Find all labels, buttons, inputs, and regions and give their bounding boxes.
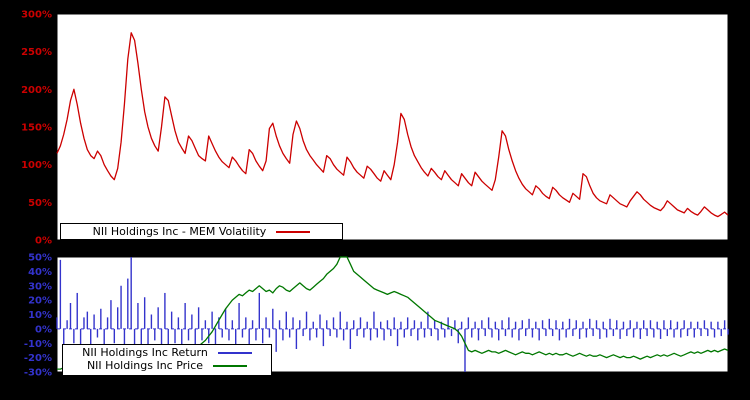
y-tick-label: 50% (28, 253, 52, 264)
y-tick-label: 50% (28, 198, 52, 209)
volatility-legend: NII Holdings Inc - MEM Volatility (60, 223, 343, 240)
volatility-plot-area (56, 13, 729, 241)
y-tick-label: -10% (24, 339, 52, 350)
y-tick-label: 300% (21, 10, 52, 21)
y-tick-label: 250% (21, 47, 52, 58)
y-tick-label: 200% (21, 85, 52, 96)
return-bars (56, 257, 729, 372)
price-legend-label: NII Holdings Inc Price (86, 359, 204, 372)
y-tick-label: 150% (21, 123, 52, 134)
price-legend-line-sample (213, 364, 248, 367)
y-tick-label: 0% (35, 324, 52, 335)
y-tick-label: 20% (28, 296, 52, 307)
y-tick-label: 30% (28, 281, 52, 292)
return-legend-line-sample (217, 351, 252, 354)
y-tick-label: -30% (24, 368, 52, 379)
volatility-legend-line-sample (276, 230, 311, 233)
y-tick-label: 40% (28, 267, 52, 278)
return-price-legend: NII Holdings Inc Return NII Holdings Inc… (62, 344, 272, 376)
y-tick-label: -20% (24, 353, 52, 364)
return-legend-label: NII Holdings Inc Return (82, 346, 208, 359)
volatility-line (56, 32, 729, 218)
y-tick-label: 0% (35, 236, 52, 247)
y-tick-label: 10% (28, 310, 52, 321)
volatility-legend-label: NII Holdings Inc - MEM Volatility (92, 225, 267, 238)
y-tick-label: 100% (21, 160, 52, 171)
